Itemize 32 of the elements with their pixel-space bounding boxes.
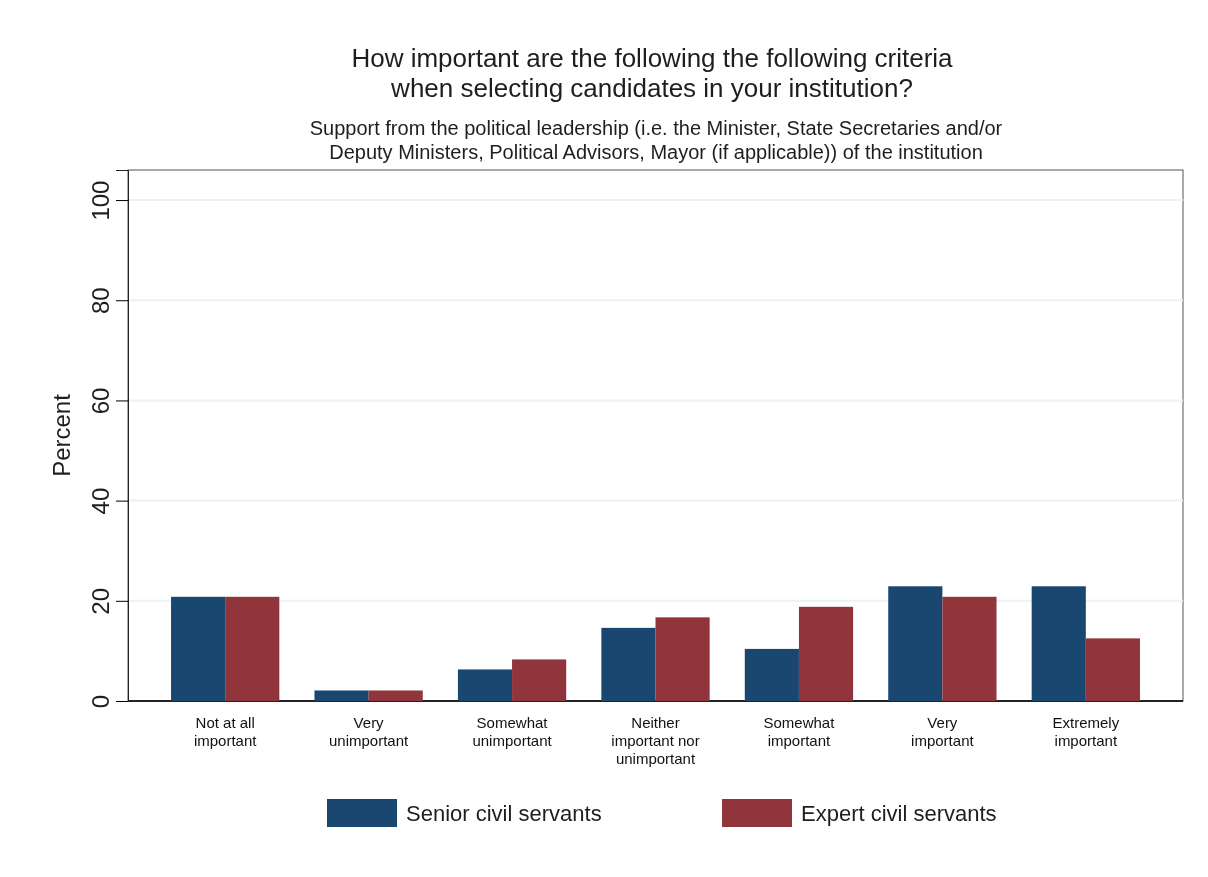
bar <box>942 596 997 701</box>
bar <box>1031 586 1086 701</box>
legend-label: Senior civil servants <box>406 801 602 826</box>
x-tick-label: Very important <box>911 714 975 749</box>
chart-title: How important are the following the following criteria when selecting candidates in your institution? <box>351 43 954 103</box>
y-tick-label: 100 <box>87 180 115 221</box>
x-tick-label: Very unimportant <box>329 714 410 749</box>
bar <box>1085 638 1140 701</box>
y-tick-label: 20 <box>87 587 115 615</box>
x-tick-label: Somewhat unimportant <box>472 714 553 749</box>
legend-label: Expert civil servants <box>801 801 997 826</box>
x-tick-label: Extremely important <box>1052 714 1120 749</box>
bar <box>512 659 567 701</box>
bar <box>314 690 369 701</box>
bar <box>225 596 280 701</box>
x-tick-label: Somewhat important <box>763 714 836 749</box>
bar <box>601 627 656 701</box>
y-tick-label: 60 <box>87 387 115 415</box>
bar <box>457 669 513 701</box>
bar <box>744 648 799 701</box>
x-tick-label: Not at all important <box>193 714 258 749</box>
bar <box>655 617 710 701</box>
y-tick-label: 80 <box>87 287 115 315</box>
x-tick-label: Neither important nor unimportant <box>611 714 700 767</box>
y-tick-label: 40 <box>87 487 115 515</box>
bar <box>171 596 226 701</box>
bar <box>368 690 423 701</box>
bar <box>798 606 854 701</box>
bar <box>888 586 943 701</box>
y-axis-title: Percent <box>48 393 75 477</box>
chart-subtitle: Support from the political leadership (i.e. the Minister, State Secretaries and/or Deputy Ministers, Political Advisors, Mayor (if applicable)) of the institution <box>309 117 1003 163</box>
y-tick-label: 0 <box>87 694 115 709</box>
